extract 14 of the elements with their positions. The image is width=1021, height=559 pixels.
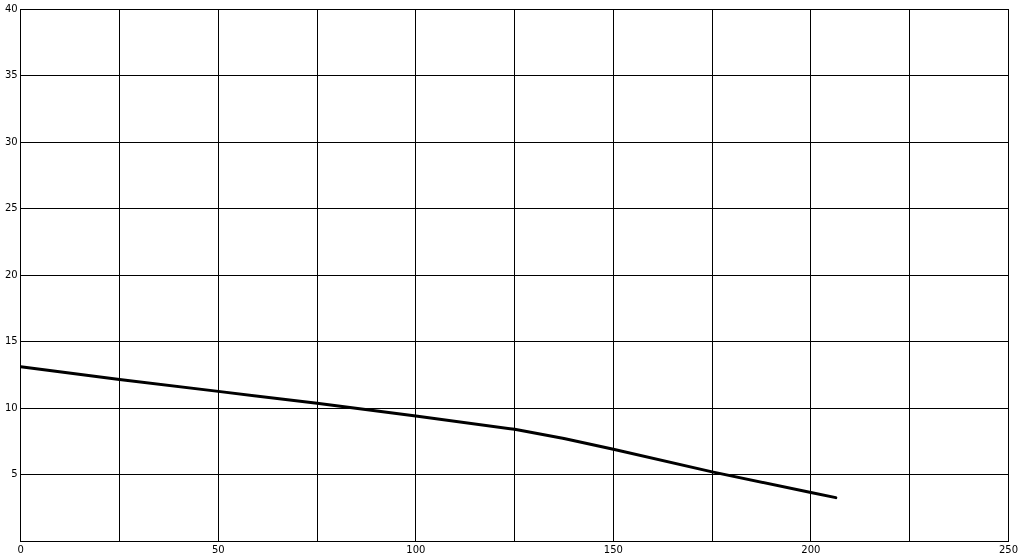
y-tick-label: 40 (4, 2, 18, 14)
x-tick-label: 100 (406, 543, 426, 555)
y-tick-label: 25 (4, 202, 18, 214)
x-tick-label: 50 (211, 543, 225, 555)
x-tick-label: 250 (998, 543, 1018, 555)
y-tick-label: 35 (4, 69, 18, 81)
x-tick-label: 0 (17, 543, 24, 555)
x-tick-label: 150 (603, 543, 623, 555)
y-tick-label: 5 (11, 468, 18, 480)
y-tick-label: 20 (4, 268, 18, 280)
y-tick-label: 15 (4, 335, 18, 347)
x-tick-label: 200 (801, 543, 821, 555)
y-tick-label: 10 (4, 401, 18, 413)
y-tick-label: 30 (4, 135, 18, 147)
